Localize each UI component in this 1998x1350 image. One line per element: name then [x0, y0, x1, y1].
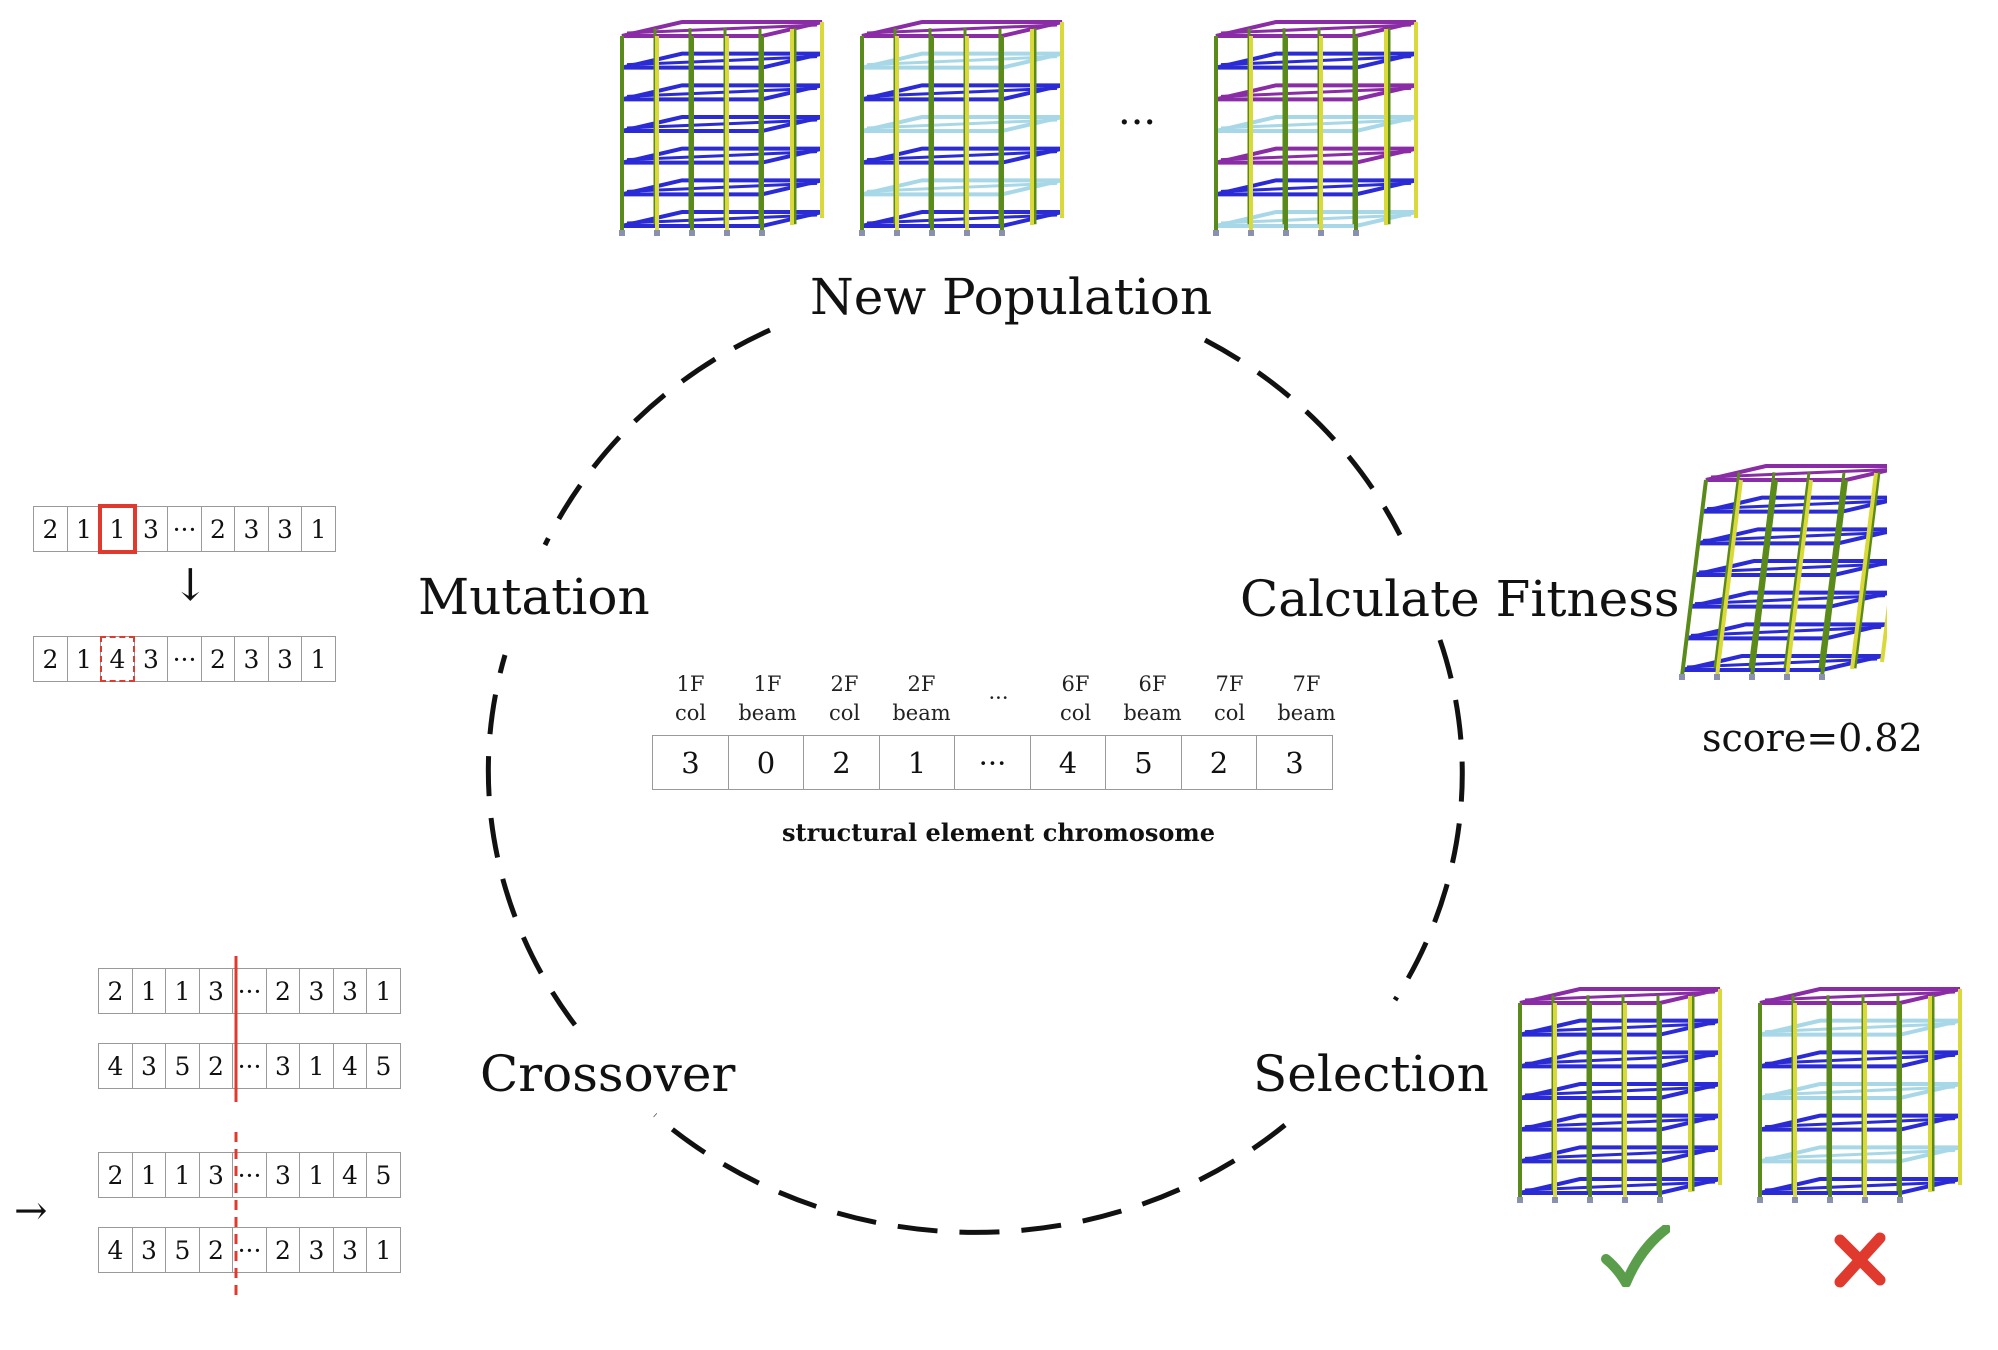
- gene-cell: 0: [727, 735, 805, 790]
- cross-icon: [1834, 1232, 1886, 1288]
- check-icon: [1601, 1225, 1670, 1287]
- building-model-icon: [852, 8, 1067, 247]
- mutated-gene-cell: 4: [100, 636, 135, 682]
- rejected-building-model-icon: [1750, 975, 1965, 1214]
- mutation-before-row: 2 1 1 3 ··· 2 3 3 1: [33, 504, 336, 554]
- gene-label: 6F col: [1059, 672, 1092, 725]
- gene-cell: 5: [165, 1227, 200, 1273]
- gene-label: ···: [988, 686, 1009, 710]
- gene-label: 2F beam: [892, 672, 951, 725]
- gene-cell: 2: [265, 968, 301, 1014]
- gene-cell: 3: [131, 1043, 167, 1089]
- gene-cell: 1: [165, 968, 200, 1014]
- gene-cell: 3: [265, 1043, 301, 1089]
- mutated-gene-cell: 1: [98, 504, 137, 554]
- gene-cell: 3: [332, 968, 368, 1014]
- gene-cell: ···: [232, 968, 267, 1014]
- gene-cell: 1: [299, 1043, 334, 1089]
- gene-cell: 2: [198, 1043, 234, 1089]
- gene-cell: 2: [33, 636, 68, 682]
- gene-cell: 5: [366, 1152, 401, 1198]
- selected-building-model-icon: [1510, 975, 1725, 1214]
- crossover-parent2-row: 4 3 5 2 ··· 3 1 4 5: [98, 1043, 401, 1089]
- gene-label: 1F beam: [738, 672, 797, 725]
- gene-cell: 1: [299, 1152, 334, 1198]
- gene-cell: 3: [234, 636, 269, 682]
- gene-cell: 3: [332, 1227, 368, 1273]
- gene-label: 1F col: [674, 672, 707, 725]
- gene-cell: 3: [267, 636, 303, 682]
- fitness-score: score=0.82: [1702, 716, 1923, 760]
- gene-cell: 3: [234, 506, 269, 552]
- crossover-parent1-row: 2 1 1 3 ··· 2 3 3 1: [98, 968, 401, 1014]
- cycle-arc-top-left: [542, 327, 772, 547]
- gene-cell: 1: [66, 506, 102, 552]
- stage-crossover: Crossover: [480, 1045, 736, 1103]
- gene-cell: 1: [366, 968, 401, 1014]
- gene-cell: 1: [301, 506, 336, 552]
- stage-calculate-fitness: Calculate Fitness: [1240, 570, 1680, 628]
- deformed-building-model-icon: [1672, 452, 1908, 691]
- gene-cell: 2: [33, 506, 68, 552]
- population-ellipsis: ···: [1118, 100, 1157, 146]
- cycle-arc-left: [485, 654, 577, 1027]
- gene-cell: 2: [200, 506, 236, 552]
- gene-cell: 4: [1029, 735, 1107, 790]
- gene-cell: 4: [98, 1227, 133, 1273]
- gene-cell: 4: [98, 1043, 133, 1089]
- gene-label: 7F beam: [1277, 672, 1336, 725]
- gene-cell: 2: [98, 1152, 133, 1198]
- gene-cell: 3: [133, 506, 169, 552]
- gene-cell: 2: [98, 968, 133, 1014]
- crossover-cut-lines: [234, 956, 238, 1296]
- gene-cell: 3: [267, 506, 303, 552]
- gene-cell: 3: [299, 1227, 334, 1273]
- right-arrow-icon: →: [14, 1188, 48, 1234]
- gene-cell: 5: [1105, 735, 1182, 790]
- gene-label: 2F col: [828, 672, 861, 725]
- chromosome: 3 0 2 1 ··· 4 5 2 3: [652, 735, 1333, 790]
- gene-cell: 2: [198, 1227, 234, 1273]
- gene-cell: 1: [366, 1227, 401, 1273]
- gene-cell: 1: [878, 735, 956, 790]
- gene-cell: ···: [232, 1152, 267, 1198]
- gene-label: 7F col: [1213, 672, 1246, 725]
- gene-cell: 1: [165, 1152, 200, 1198]
- chromosome-caption: structural element chromosome: [781, 818, 1216, 847]
- building-model-icon: [612, 8, 827, 247]
- cycle-arc-top-right: [1203, 337, 1403, 537]
- stage-selection: Selection: [1253, 1045, 1489, 1103]
- building-model-icon: [1206, 8, 1421, 247]
- gene-cell: 3: [1256, 735, 1333, 790]
- gene-cell: 2: [200, 636, 236, 682]
- cycle-arc-right: [1392, 639, 1465, 1002]
- gene-cell: 2: [1180, 735, 1258, 790]
- gene-cell: 1: [131, 968, 167, 1014]
- stage-mutation: Mutation: [418, 568, 650, 626]
- gene-cell: 3: [652, 735, 729, 790]
- gene-cell: ···: [954, 735, 1031, 790]
- gene-label: 6F beam: [1123, 672, 1182, 725]
- gene-cell: 2: [803, 735, 880, 790]
- gene-cell: 1: [66, 636, 102, 682]
- mutation-after-row: 2 1 4 3 ··· 2 3 3 1: [33, 636, 336, 682]
- stage-new-population: New Population: [810, 268, 1213, 326]
- gene-cell: 3: [265, 1152, 301, 1198]
- gene-cell: ···: [232, 1227, 267, 1273]
- gene-cell: 1: [131, 1152, 167, 1198]
- cycle-arc-bottom: [653, 1113, 1287, 1235]
- gene-cell: 1: [301, 636, 336, 682]
- gene-cell: 5: [165, 1043, 200, 1089]
- gene-cell: 3: [299, 968, 334, 1014]
- gene-cell: 4: [332, 1043, 368, 1089]
- crossover-offspring1-row: 2 1 1 3 ··· 3 1 4 5: [98, 1152, 401, 1198]
- gene-cell: 2: [265, 1227, 301, 1273]
- gene-cell: 4: [332, 1152, 368, 1198]
- gene-cell: ···: [167, 506, 202, 552]
- crossover-offspring2-row: 4 3 5 2 ··· 2 3 3 1: [98, 1227, 401, 1273]
- gene-cell: 3: [198, 1152, 234, 1198]
- down-arrow-icon: ↓: [172, 560, 209, 611]
- gene-cell: 5: [366, 1043, 401, 1089]
